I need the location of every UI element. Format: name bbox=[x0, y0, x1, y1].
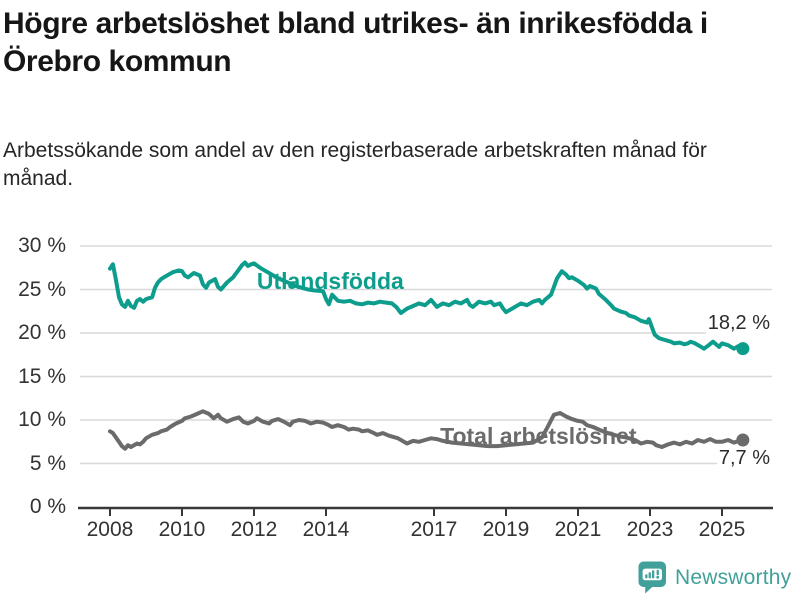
page-subtitle: Arbetssökande som andel av den registerb… bbox=[3, 139, 707, 190]
page-title: Högre arbetslöshet bland utrikes- än inr… bbox=[3, 7, 708, 79]
series-label-total: Total arbetslöshet bbox=[440, 422, 637, 449]
x-tick-label: 2017 bbox=[410, 518, 458, 541]
y-tick-label: 30 % bbox=[18, 234, 66, 257]
y-tick-label: 10 % bbox=[18, 408, 66, 431]
end-value-label-utlandsfodda: 18,2 % bbox=[705, 311, 772, 334]
y-tick-label: 5 % bbox=[29, 451, 66, 475]
x-tick-label: 2025 bbox=[698, 518, 746, 541]
y-tick-label: 15 % bbox=[18, 364, 66, 388]
x-tick-label: 2021 bbox=[554, 518, 602, 541]
series-end-dot-total bbox=[736, 433, 750, 447]
x-tick-label: 2019 bbox=[482, 518, 530, 541]
x-tick-label: 2008 bbox=[86, 518, 134, 541]
y-tick-label: 25 % bbox=[18, 277, 66, 301]
footer-brand: Newsworthy bbox=[638, 560, 791, 596]
x-tick-label: 2010 bbox=[158, 518, 206, 541]
series-line-utlandsfodda bbox=[108, 260, 745, 351]
series-label-utlandsfodda: Utlandsfödda bbox=[256, 267, 404, 294]
y-tick-label: 0 % bbox=[29, 495, 66, 518]
end-value-label-total: 7,7 % bbox=[716, 447, 772, 469]
series-line-total bbox=[108, 409, 745, 451]
newsworthy-wordmark: Newsworthy bbox=[675, 566, 792, 589]
x-tick-label: 2023 bbox=[626, 518, 674, 541]
x-tick-label: 2012 bbox=[230, 518, 278, 541]
newsworthy-logo-icon bbox=[638, 561, 666, 594]
x-tick-label: 2014 bbox=[302, 518, 350, 541]
y-tick-label: 20 % bbox=[18, 321, 66, 344]
series-end-dot-utlandsfodda bbox=[736, 342, 750, 356]
